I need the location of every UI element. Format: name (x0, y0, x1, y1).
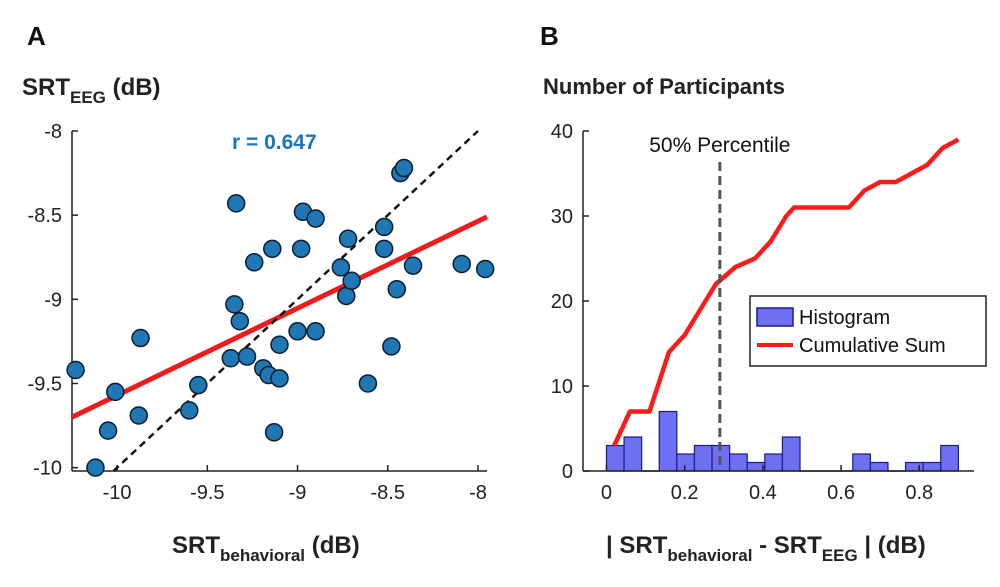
scatter-point (270, 335, 289, 355)
panel-b-y-tick-label: 30 (551, 206, 573, 228)
panel-b-x-tick-label: 0.8 (905, 482, 933, 504)
panel-b-x-tick-label: 0.4 (749, 482, 777, 504)
histogram-bar (676, 453, 696, 472)
scatter-point (129, 406, 149, 425)
scatter-point (237, 347, 257, 366)
panel-a-x-tick-label: -9 (289, 482, 307, 504)
scatter-point (288, 322, 307, 341)
scatter-point (244, 253, 264, 272)
histogram-bar (940, 444, 959, 472)
panel-a-y-tick-label: -9 (44, 289, 62, 311)
scatter-point (264, 423, 284, 442)
scatter-point (263, 239, 282, 259)
panel-b-y-tick-label: 10 (551, 376, 573, 398)
histogram-bar (729, 453, 748, 472)
panel-b-x-tick-label: 0 (601, 482, 612, 504)
scatter-point (306, 209, 325, 228)
identity-dashed-line (112, 130, 479, 472)
regression-fit-line (70, 214, 489, 420)
panel-b-plot: 50% Percentile 0 10 20 30 40 0 0.2 0.4 0.6 0.8 (551, 121, 974, 504)
scatter-point (387, 279, 407, 299)
histogram-bar (605, 444, 625, 472)
scatter-point (291, 239, 311, 259)
scatter-point (98, 421, 118, 440)
histogram-bar (869, 461, 889, 472)
legend-histogram-label: Histogram (799, 307, 890, 329)
histogram-bar (764, 453, 784, 472)
panel-a-x-tick-label: -10 (103, 482, 132, 504)
panel-b-title: Number of Participants (543, 74, 785, 99)
scatter-point (221, 348, 241, 368)
scatter-point (66, 360, 85, 380)
panel-a-y-tick-label: -9.5 (28, 373, 62, 395)
scatter-point (382, 337, 401, 356)
panel-a-label: A (27, 21, 46, 51)
scatter-point (374, 217, 394, 237)
histogram-bar (623, 436, 643, 472)
scatter-point (131, 328, 150, 348)
histogram-bar (904, 461, 924, 472)
panel-a-ylabel: SRTEEG (dB) (22, 74, 161, 107)
scatter-point (180, 401, 199, 420)
scatter-point (374, 239, 394, 259)
panel-b-label: B (540, 21, 559, 51)
scatter-point (226, 194, 246, 213)
panel-b-y-tick-label: 0 (562, 461, 573, 483)
scatter-point (331, 258, 351, 277)
scatter-point (403, 256, 423, 275)
panel-a-x-tick-label: -9.5 (190, 482, 224, 504)
panel-a-plot: -10 -9.5 -9 -8.5 -8 -10 -9.5 -9 -8.5 -8 (28, 121, 495, 504)
panel-a-y-tick-label: -10 (33, 458, 62, 480)
scatter-point (189, 375, 208, 395)
scatter-point (86, 458, 105, 477)
scatter-point (306, 322, 325, 341)
scatter-point (338, 229, 358, 248)
correlation-annotation: r = 0.647 (232, 131, 317, 154)
panel-a-x-tick-label: -8 (469, 482, 487, 504)
scatter-point (225, 295, 244, 314)
percentile-label: 50% Percentile (649, 134, 790, 157)
histogram-bar (922, 461, 942, 472)
panel-a-xlabel: SRTbehavioral (dB) (172, 532, 360, 565)
panel-b-y-tick-label: 40 (551, 121, 573, 143)
panel-a-x-tick-label: -8.5 (371, 482, 405, 504)
histogram-bar (693, 444, 713, 472)
panel-b-x-tick-label: 0.2 (671, 482, 699, 504)
scatter-point (452, 254, 471, 274)
panel-a-y-tick-label: -8 (44, 121, 62, 143)
scatter-point (106, 382, 125, 402)
panel-b-y-tick-label: 20 (551, 291, 573, 313)
scatter-point (394, 158, 414, 178)
scatter-point (270, 369, 289, 388)
legend-cumulative-label: Cumulative Sum (799, 335, 946, 357)
panel-a-y-tick-label: -8.5 (28, 205, 62, 227)
panel-b-x-tick-label: 0.6 (827, 482, 855, 504)
scatter-point (358, 374, 378, 393)
panel-b-xlabel: | SRTbehavioral - SRTEEG | (dB) (606, 532, 926, 565)
cumulative-sum-line (612, 137, 960, 447)
histogram-bar (781, 436, 801, 472)
scatter-point (230, 311, 250, 331)
legend-histogram-swatch (756, 307, 794, 327)
legend: Histogram Cumulative Sum (749, 295, 987, 367)
scatter-point (342, 271, 361, 291)
histogram-bar (852, 453, 871, 472)
scatter-point (475, 259, 495, 279)
histogram-bar (658, 410, 678, 472)
